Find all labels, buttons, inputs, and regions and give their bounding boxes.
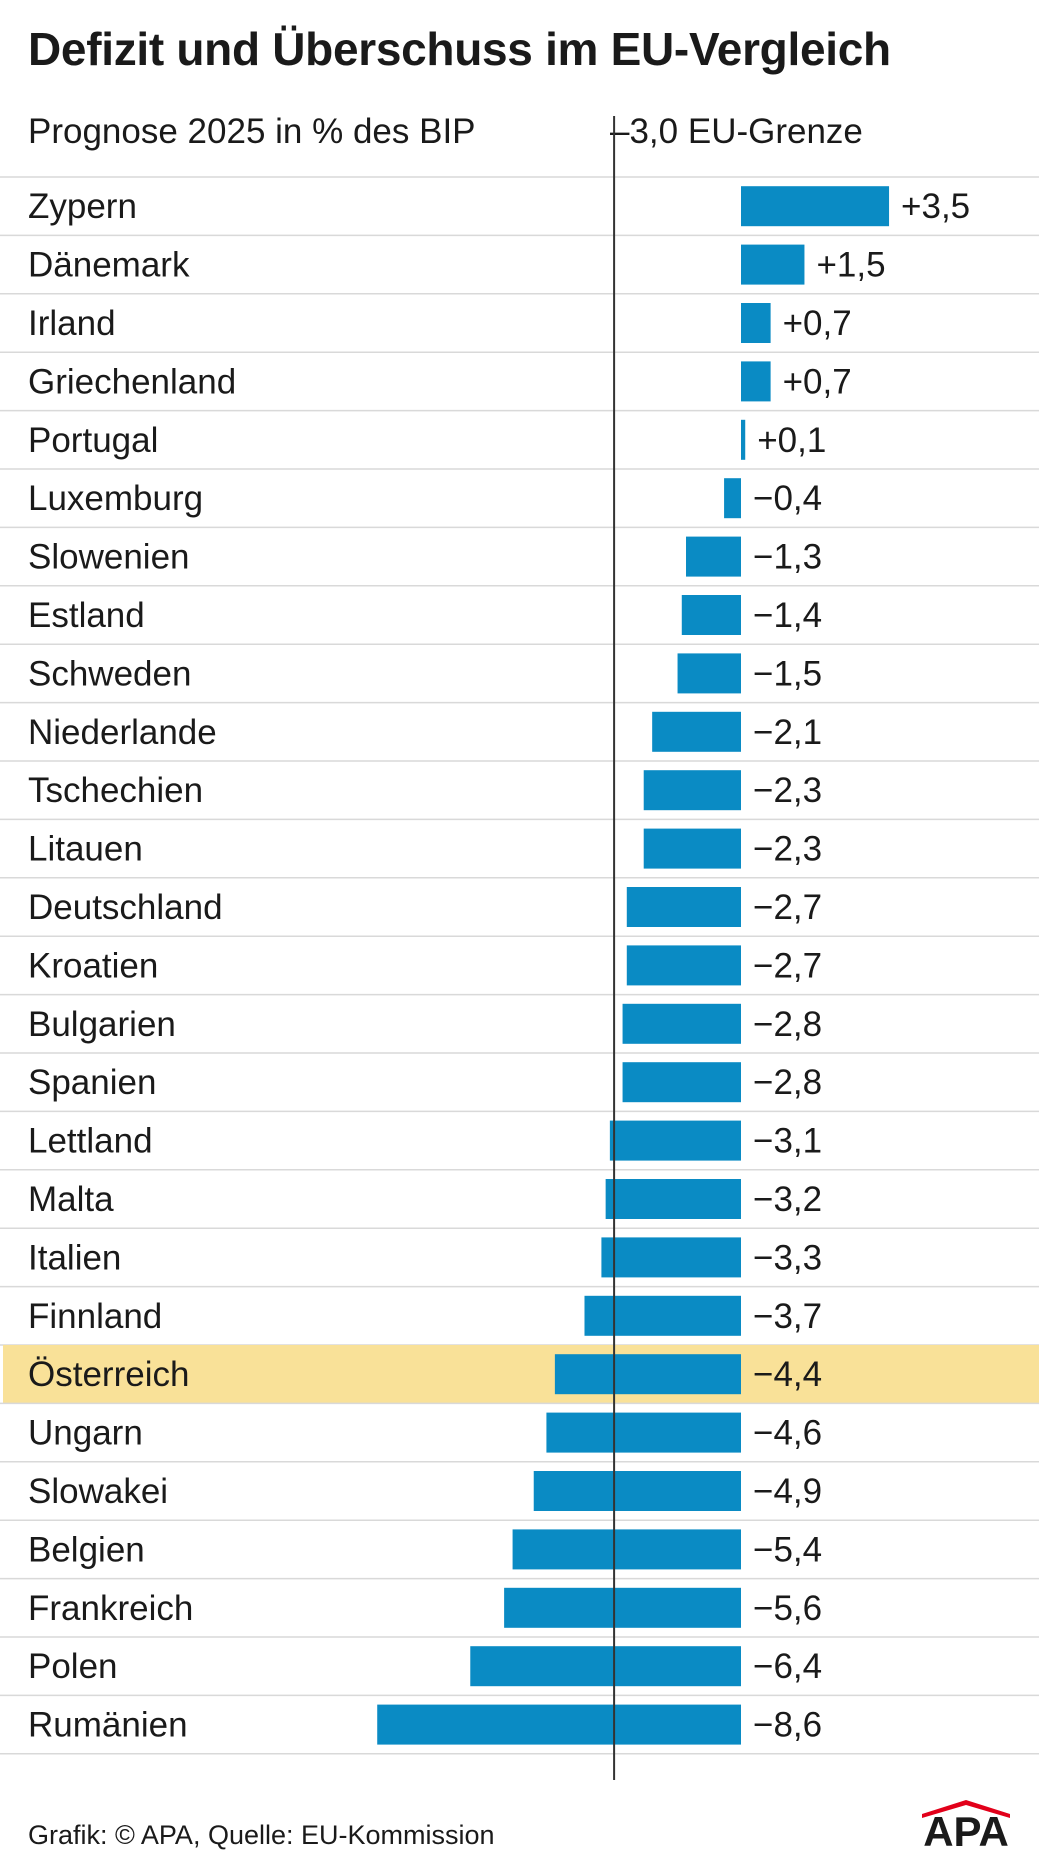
country-label: Luxemburg <box>28 479 203 518</box>
bar <box>470 1646 741 1687</box>
value-label: −4,4 <box>753 1355 822 1394</box>
value-label: +0,1 <box>757 421 826 460</box>
bar <box>741 419 746 460</box>
country-label: Irland <box>28 304 116 343</box>
value-label: −5,6 <box>753 1589 822 1628</box>
bar <box>681 595 741 635</box>
value-label: −2,1 <box>753 713 822 752</box>
country-label: Deutschland <box>28 888 223 927</box>
bar <box>377 1704 741 1745</box>
country-label: Niederlande <box>28 713 217 752</box>
bar <box>554 1354 741 1395</box>
bar <box>601 1237 741 1278</box>
value-label: +1,5 <box>816 246 885 285</box>
country-label: Schweden <box>28 654 191 693</box>
bar <box>605 1179 741 1219</box>
country-label: Lettland <box>28 1122 153 1161</box>
value-label: −2,8 <box>753 1005 822 1044</box>
value-label: −3,1 <box>753 1122 822 1161</box>
bar <box>741 186 890 227</box>
country-label: Kroatien <box>28 946 158 985</box>
bar <box>686 536 741 577</box>
bar <box>724 478 741 519</box>
country-label: Zypern <box>28 187 137 226</box>
country-label: Polen <box>28 1647 118 1686</box>
country-label: Malta <box>28 1180 114 1219</box>
apa-logo-roof <box>922 1800 1010 1818</box>
value-label: −2,7 <box>753 888 822 927</box>
country-label: Belgien <box>28 1530 145 1569</box>
bar <box>677 653 741 694</box>
value-label: −2,7 <box>753 946 822 985</box>
country-label: Finnland <box>28 1297 162 1336</box>
bar <box>584 1295 741 1336</box>
bar <box>626 887 741 927</box>
country-label: Österreich <box>28 1355 189 1394</box>
value-label: +0,7 <box>783 304 852 343</box>
value-label: −1,3 <box>753 538 822 577</box>
bar <box>626 945 741 986</box>
value-label: −0,4 <box>753 479 822 518</box>
bar <box>741 244 805 285</box>
bar-chart-plot: Zypern +3,5 Dänemark +1,5 Irland +0,7 Griechen… <box>0 116 1039 1780</box>
country-label: Rumänien <box>28 1706 188 1745</box>
bar <box>643 770 741 811</box>
value-label: −4,6 <box>753 1414 822 1453</box>
country-label: Italien <box>28 1238 121 1277</box>
value-label: −6,4 <box>753 1647 822 1686</box>
country-label: Dänemark <box>28 246 190 285</box>
country-label: Litauen <box>28 830 143 869</box>
bar <box>622 1062 741 1103</box>
bar <box>609 1120 741 1161</box>
country-label: Estland <box>28 596 145 635</box>
source-credit: Grafik: © APA, Quelle: EU-Kommission <box>28 1820 495 1850</box>
value-label: −2,8 <box>753 1063 822 1102</box>
country-label: Portugal <box>28 421 158 460</box>
value-label: +0,7 <box>783 362 852 401</box>
country-label: Griechenland <box>28 362 236 401</box>
value-label: +3,5 <box>901 187 970 226</box>
bar <box>512 1529 741 1570</box>
country-label: Slowenien <box>28 538 190 577</box>
value-label: −1,5 <box>753 654 822 693</box>
value-label: −2,3 <box>753 830 822 869</box>
country-label: Slowakei <box>28 1472 168 1511</box>
country-label: Bulgarien <box>28 1005 176 1044</box>
country-label: Spanien <box>28 1063 156 1102</box>
value-label: −2,3 <box>753 771 822 810</box>
value-label: −3,3 <box>753 1238 822 1277</box>
bar <box>741 361 771 402</box>
apa-logo: APA <box>922 1800 1010 1848</box>
bar <box>546 1412 741 1453</box>
bar <box>504 1587 741 1628</box>
value-label: −5,4 <box>753 1530 822 1569</box>
highlight-row <box>3 1345 1039 1404</box>
value-label: −1,4 <box>753 596 822 635</box>
country-label: Frankreich <box>28 1589 193 1628</box>
country-label: Ungarn <box>28 1414 143 1453</box>
value-label: −3,2 <box>753 1180 822 1219</box>
eu-limit-label: –3,0 EU-Grenze <box>610 112 863 151</box>
value-label: −4,9 <box>753 1472 822 1511</box>
chart-title: Defizit und Überschuss im EU-Vergleich <box>28 23 891 75</box>
value-label: −8,6 <box>753 1706 822 1745</box>
country-label: Tschechien <box>28 771 203 810</box>
bar <box>652 711 741 752</box>
value-label: −3,7 <box>753 1297 822 1336</box>
bar <box>622 1003 741 1044</box>
bar <box>643 828 741 869</box>
bar <box>741 303 771 343</box>
apa-logo-text: APA <box>923 1808 1009 1848</box>
chart-subtitle: Prognose 2025 in % des BIP <box>28 112 476 151</box>
bar <box>533 1471 741 1511</box>
